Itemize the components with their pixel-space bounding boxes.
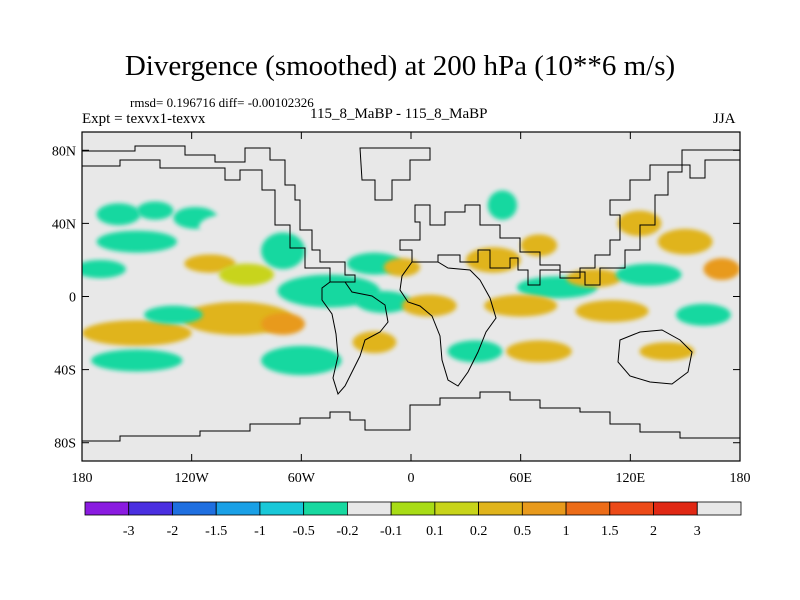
colorbar-swatch-3	[215, 501, 261, 516]
axes: 180 120W 60W 0 60E 120E 180 80N 40N 0 40S 80S	[52, 132, 751, 486]
colorbar-label-9: 0.5	[514, 524, 532, 539]
y-tick-label-3: 40S	[54, 364, 76, 379]
x-tick-label-3: 0	[408, 471, 415, 486]
colorbar-label-7: 0.1	[426, 524, 444, 539]
field-patch-21	[465, 247, 521, 273]
field-patch-31	[575, 300, 649, 323]
field-patch-20	[401, 294, 457, 317]
case-label: 115_8_MaBP - 115_8_MaBP	[310, 106, 488, 122]
x-tick-label-1: 120W	[175, 471, 210, 486]
colorbar-label-6: -0.1	[380, 524, 402, 539]
season-label: JJA	[713, 111, 736, 127]
coastline-eurasia	[399, 149, 740, 286]
experiment-label: Expt = texvx1-texvx	[82, 111, 206, 127]
colorbar-label-12: 2	[650, 524, 657, 539]
stats-label: rmsd= 0.196716 diff= -0.00102326	[130, 95, 314, 110]
coastlines	[82, 145, 740, 442]
field-patch-23	[520, 234, 558, 257]
colorbar-swatch-1	[128, 501, 173, 516]
x-tick-label-2: 60W	[288, 471, 316, 486]
colorbar-swatch-9	[478, 501, 523, 516]
y-tick-label-2: 0	[69, 291, 76, 306]
colorbar-swatch-10	[521, 501, 567, 516]
coastline-south-america	[321, 281, 389, 396]
field-patch-5	[82, 259, 126, 279]
colorbar-swatch-11	[565, 501, 611, 516]
field-patch-19	[352, 331, 397, 354]
colorbar-label-1: -2	[167, 524, 179, 539]
coastline-greenland	[359, 147, 431, 201]
field-patch-28	[617, 210, 662, 237]
colorbar-swatch-7	[390, 501, 436, 516]
x-tick-label-6: 180	[730, 471, 751, 486]
colorbar-swatch-2	[172, 501, 217, 516]
field-patch-34	[447, 340, 503, 363]
field-patch-0	[96, 203, 141, 226]
colorbar-swatch-5	[303, 501, 348, 516]
field-patches	[82, 190, 740, 376]
colorbar-label-13: 3	[694, 524, 701, 539]
x-tick-label-0: 180	[72, 471, 93, 486]
field-patch-4	[96, 230, 178, 253]
field-patch-26	[615, 263, 682, 286]
field-patch-11	[277, 274, 380, 308]
colorbar-swatch-12	[609, 501, 654, 516]
coastline-antarctica	[82, 391, 740, 442]
field-patch-16	[144, 305, 203, 324]
field-patch-1	[136, 201, 174, 220]
field-patch-3	[198, 214, 258, 240]
y-tick-label-0: 80N	[52, 144, 76, 159]
field-patch-27	[657, 228, 713, 255]
chart-title: Divergence (smoothed) at 200 hPa (10**6 …	[124, 50, 676, 82]
field-patch-29	[703, 258, 740, 281]
x-tick-label-5: 120E	[616, 471, 646, 486]
field-patch-32	[676, 303, 731, 326]
field-patch-30	[484, 294, 558, 317]
coastline-australia	[617, 329, 693, 385]
colorbar-swatch-0	[84, 501, 130, 516]
field-patch-33	[506, 340, 572, 363]
colorbar-swatch-8	[434, 501, 480, 516]
field-patch-7	[219, 263, 274, 286]
colorbar-label-5: -0.2	[336, 524, 358, 539]
field-patch-17	[91, 349, 183, 372]
field-patch-35	[639, 342, 695, 361]
colorbar-label-8: 0.2	[470, 524, 488, 539]
field-patch-10	[383, 258, 421, 277]
colorbar-label-2: -1.5	[205, 524, 227, 539]
map-background	[82, 132, 740, 461]
field-patch-22	[487, 190, 518, 220]
field-patch-6	[184, 254, 236, 273]
field-patch-14	[261, 312, 305, 335]
colorbar-swatch-4	[259, 501, 305, 516]
colorbar-label-0: -3	[123, 524, 135, 539]
colorbar-swatch-13	[653, 501, 698, 516]
x-tick-label-4: 60E	[509, 471, 532, 486]
colorbar-label-4: -0.5	[293, 524, 315, 539]
coastline-africa	[399, 261, 497, 387]
field-patch-8	[261, 232, 305, 270]
field-patch-12	[356, 291, 412, 313]
y-tick-label-1: 40N	[52, 217, 76, 232]
colorbar-label-3: -1	[254, 524, 266, 539]
y-tick-label-4: 80S	[54, 437, 76, 452]
colorbar-swatch-14	[696, 501, 742, 516]
field-patch-15	[82, 320, 192, 346]
field-patch-18	[261, 345, 342, 376]
colorbar: -3 -2 -1.5 -1 -0.5 -0.2 -0.1 0.1 0.2 0.5 1 1.5 2 3	[84, 501, 742, 539]
colorbar-label-11: 1.5	[601, 524, 619, 539]
coastline-north-america	[82, 145, 356, 283]
colorbar-swatch-6	[346, 501, 392, 516]
colorbar-label-10: 1	[563, 524, 570, 539]
